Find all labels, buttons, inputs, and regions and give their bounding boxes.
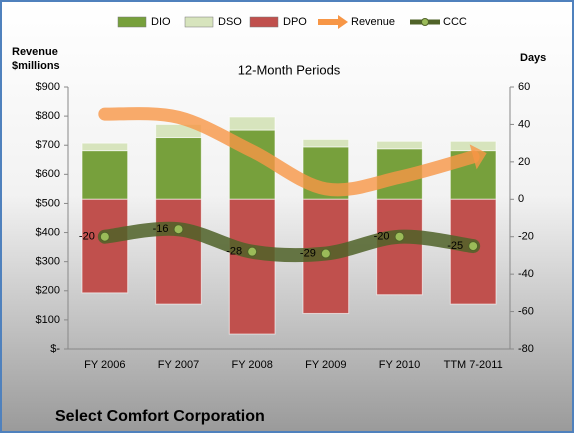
y-tick-label: $900 [36, 81, 60, 93]
y-tick-label: $100 [36, 314, 60, 326]
data-label: -16 [153, 223, 169, 235]
y2-tick-label: 60 [518, 81, 530, 93]
data-label: -25 [447, 240, 463, 252]
ccc-point [173, 224, 184, 235]
y-tick-label: $500 [36, 197, 60, 209]
bar [376, 198, 423, 296]
legend-label: DIO [151, 16, 171, 28]
x-tick-label: TTM 7-2011 [444, 359, 503, 371]
bar [376, 140, 423, 150]
legend-swatch [249, 16, 279, 28]
data-label: -29 [300, 247, 316, 259]
bar [81, 150, 129, 200]
legend-swatch [117, 16, 147, 28]
x-tick-label: FY 2006 [84, 359, 125, 371]
revenue-arrow [469, 144, 487, 170]
x-tick-label: FY 2010 [379, 359, 420, 371]
legend-label: CCC [443, 16, 467, 28]
bar [155, 198, 202, 305]
subtitle: 12-Month Periods [238, 62, 341, 77]
y2-tick-label: -20 [518, 231, 534, 243]
ccc-point [468, 241, 479, 252]
legend-label: DSO [218, 16, 242, 28]
legend-label: Revenue [351, 16, 395, 28]
y2-title: Days [520, 52, 546, 64]
y2-tick-label: 20 [518, 156, 530, 168]
y2-tick-label: -80 [518, 343, 534, 355]
legend-swatch [184, 16, 214, 28]
y2-tick-label: -60 [518, 305, 534, 317]
y-tick-label: $600 [36, 168, 60, 180]
legend-swatch [338, 15, 348, 29]
x-tick-label: FY 2008 [231, 359, 272, 371]
y-tick-label: $700 [36, 139, 60, 151]
bar [81, 142, 129, 152]
x-tick-label: FY 2007 [158, 359, 199, 371]
ccc-point [247, 246, 258, 257]
y-tick-label: $400 [36, 226, 60, 238]
legend-label: DPO [283, 16, 307, 28]
chart-title: Select Comfort Corporation [55, 408, 265, 425]
bar [81, 198, 129, 294]
bar [302, 138, 350, 148]
ccc-point [394, 231, 405, 242]
y-tick-label: $300 [36, 256, 60, 268]
y-tick-label: $200 [36, 285, 60, 297]
x-tick-label: FY 2009 [305, 359, 346, 371]
y2-tick-label: -40 [518, 268, 534, 280]
bar [155, 137, 202, 200]
y-tick-label: $- [50, 343, 60, 355]
ccc-point [99, 231, 110, 242]
ccc-line [97, 221, 481, 263]
bar [228, 198, 276, 335]
data-label: -28 [226, 246, 242, 258]
y-tick-label: $800 [36, 110, 60, 122]
bar [228, 116, 276, 131]
y-title: Revenue $millions [12, 46, 60, 72]
legend-swatch [421, 18, 429, 26]
data-label: -20 [79, 231, 95, 243]
y2-tick-label: 40 [518, 118, 530, 130]
ccc-point [320, 248, 331, 259]
y2-tick-label: 0 [518, 193, 524, 205]
revenue-line [98, 107, 480, 197]
data-label: -20 [374, 231, 390, 243]
